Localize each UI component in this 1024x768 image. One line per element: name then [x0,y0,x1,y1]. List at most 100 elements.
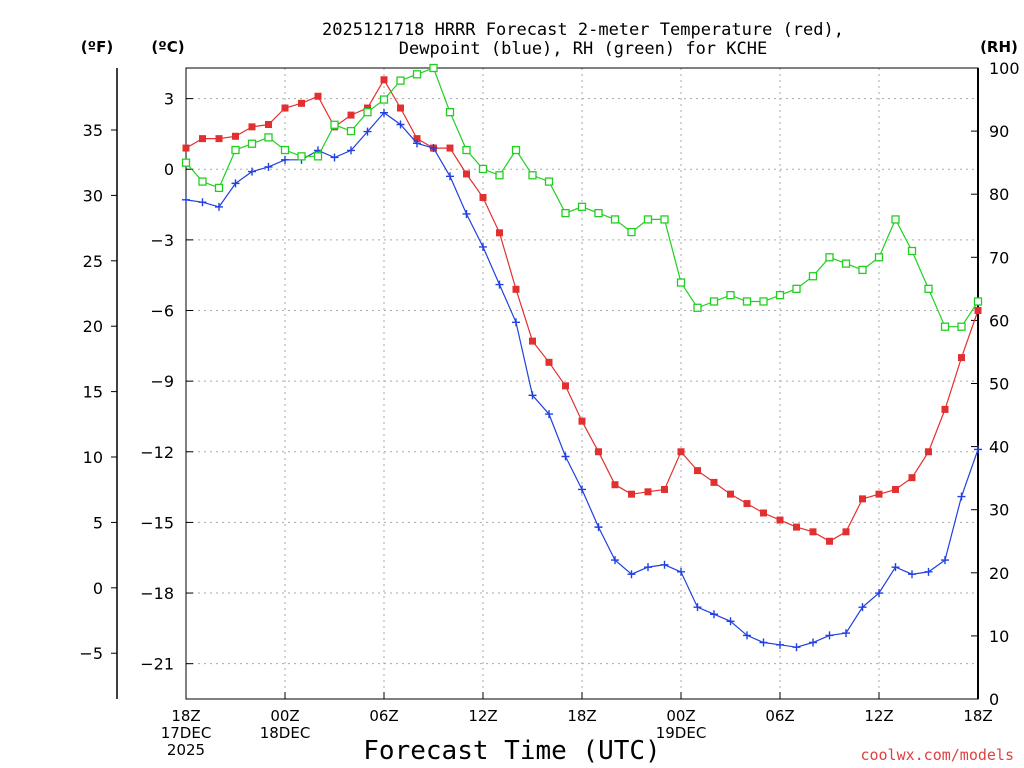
rh-point [379,95,389,104]
celsius-axis-unit: (ºC) [151,38,184,56]
plot-frame [185,67,979,700]
temperature-point [512,285,520,293]
celsius-tick-label: −6 [150,302,174,321]
dewpoint-point [281,155,289,164]
rh-point [330,120,339,129]
fahrenheit-tick-label: 30 [83,186,103,205]
temperature-point [842,528,850,536]
temperature-point [694,467,701,475]
rh-point [346,126,356,136]
x-axis-label: Forecast Time (UTC) [363,736,660,766]
x-tick-label: 19DEC [656,724,707,742]
celsius-tick-label: −9 [150,372,174,391]
dewpoint-point [264,162,273,171]
dewpoint-point [858,603,867,612]
rh-point [396,76,405,85]
dewpoint-point [248,167,256,176]
rh-point [874,253,884,262]
rh-point [643,215,653,224]
dewpoint-point [891,563,900,572]
rh-point [544,177,554,186]
dewpoint-point [462,209,471,218]
fahrenheit-tick-label: 25 [83,252,103,271]
temperature-point [611,481,619,489]
rh-point [429,63,438,73]
dewpoint-point [809,638,817,647]
rh-point [198,177,207,186]
fahrenheit-tick-label: 5 [93,513,103,532]
x-tick-label: 00Z [666,707,695,725]
dewpoint-point [495,280,504,289]
x-tick-label: 17DEC [161,724,212,742]
rh-point [313,152,323,161]
fahrenheit-tick-label: 35 [83,121,103,140]
tick-labels: 30−3−6−9−12−15−18−2135302520151050−50102… [79,59,1019,759]
dewpoint-point [545,410,553,419]
rh-point [775,291,785,300]
temperature-point [793,523,800,531]
chart-title-line-2: Dewpoint (blue), RH (green) for KCHE [399,39,767,59]
temperature-point [479,193,487,201]
temperature-point [281,104,289,112]
rh-point [363,108,372,117]
celsius-tick-label: −18 [140,584,174,603]
x-tick-label: 18Z [963,707,992,725]
rh-point [231,145,240,155]
rh-point [561,208,570,218]
dewpoint-point [957,492,966,501]
dewpoint-point [743,631,751,640]
temperature-point [628,490,635,498]
dewpoint-point [231,179,240,188]
rh-axis-unit: (RH) [980,38,1018,56]
series-rh [181,63,983,331]
rh-point [528,171,537,180]
dewpoint-point [776,640,784,649]
x-tick-label: 18Z [171,707,200,725]
temperature-point [644,488,652,496]
fahrenheit-tick-label: 20 [83,317,103,336]
dewpoint-point [330,153,339,162]
dewpoint-point [578,485,586,494]
dewpoint-point [396,120,405,129]
series-2-meter-temperature [182,76,982,545]
temperature-point [908,474,916,482]
rh-tick-label: 10 [989,627,1009,646]
rh-point [610,215,620,224]
dewpoint-point [677,567,685,576]
site-credit: coolwx.com/models [860,746,1014,764]
temperature-point [727,490,734,498]
dewpoint-point [759,638,768,647]
rh-point [214,183,224,193]
temperature-point [826,537,833,545]
rh-tick-label: 40 [989,438,1009,457]
temperature-point [958,354,965,362]
dewpoint-point [512,318,520,327]
rh-tick-label: 30 [989,501,1009,520]
temperature-point [677,448,685,456]
rh-point [280,145,290,155]
celsius-tick-label: −12 [140,443,174,462]
rh-point [412,70,422,79]
temperature-point [248,123,256,131]
temperature-point [545,358,553,366]
temperature-point [892,485,899,493]
fahrenheit-tick-label: 0 [93,579,103,598]
dewpoint-point [710,610,718,619]
rh-point [792,284,801,294]
series-dewpoint [182,108,982,652]
rh-point [940,322,950,331]
dewpoint-point [875,589,883,598]
rh-point [709,297,719,306]
rh-tick-label: 50 [989,375,1009,394]
rh-tick-label: 100 [989,59,1020,78]
rh-point [858,265,867,275]
temperature-point [397,104,404,112]
rh-point [594,208,603,218]
temperature-point [496,229,503,237]
temperature-point [215,135,223,143]
x-tick-label: 12Z [864,707,893,725]
fahrenheit-tick-label: 10 [83,448,103,467]
temperature-point [974,307,982,315]
dewpoint-point [347,146,355,155]
